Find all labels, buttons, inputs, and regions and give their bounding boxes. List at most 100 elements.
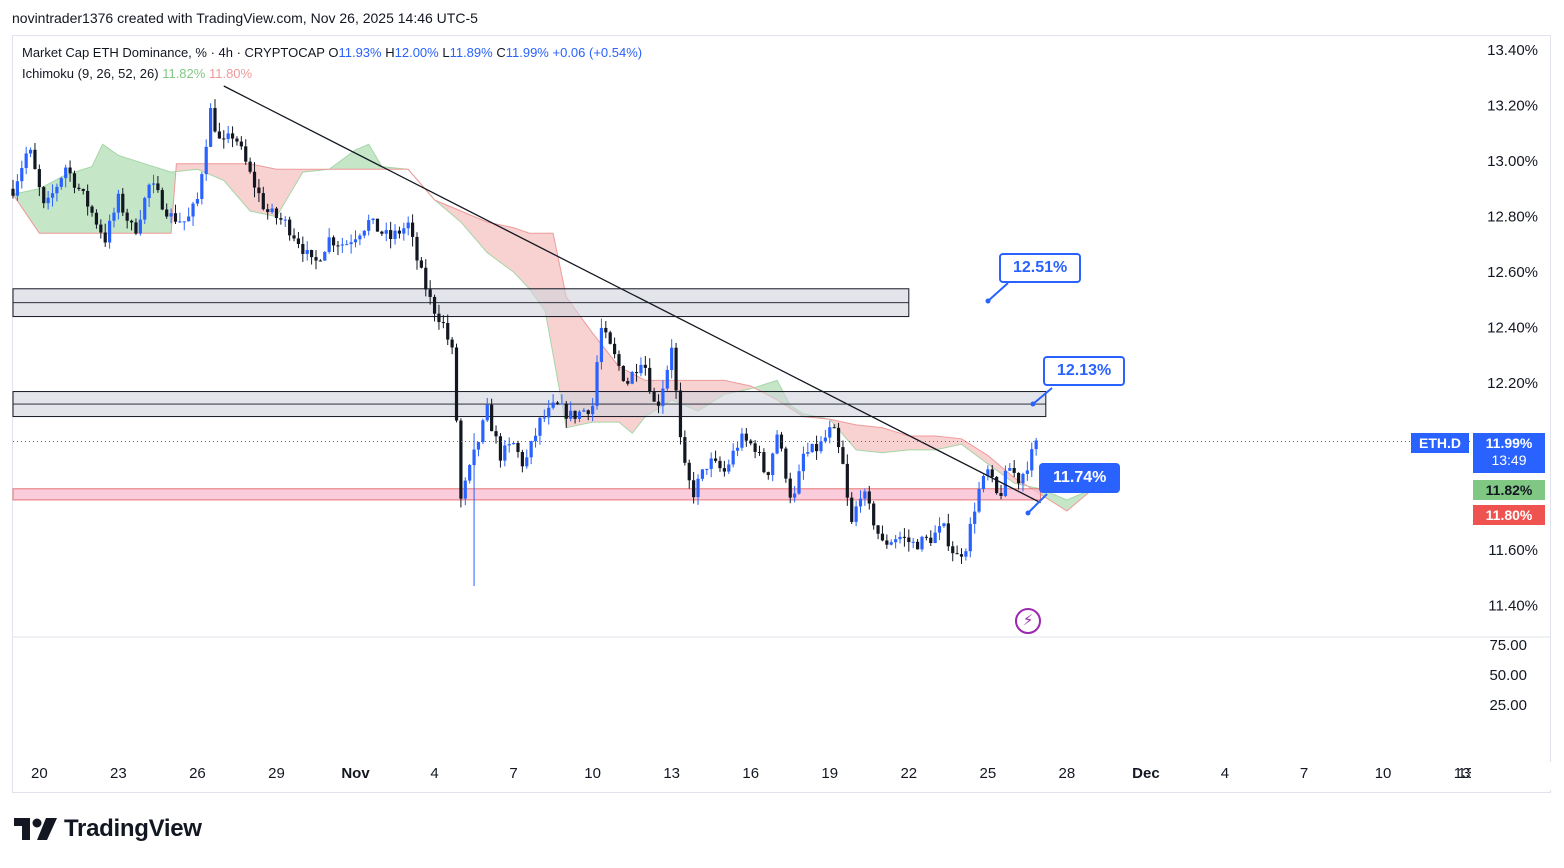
candle-up [968,523,972,552]
candle-up [942,523,946,527]
candle-down [929,537,933,544]
candle-down [292,235,296,239]
support-zone [12,488,1042,501]
candle-up [964,551,968,557]
candle-up [393,230,397,239]
candle-up [468,465,472,481]
candle-down [718,460,722,469]
callout-target-high[interactable]: 12.51% [999,253,1082,283]
candle-up [582,410,586,412]
high-label: H [385,45,395,60]
x-tick-label: 16 [742,765,759,782]
candle-up [709,458,713,469]
candle-down [713,458,718,461]
cloud-bearish-segment [832,419,1028,486]
open-value: 11.93% [338,45,382,60]
candle-up [323,251,327,261]
bar-countdown: 13:49 [1491,452,1527,468]
candle-down [678,390,683,438]
x-tick-label: 7 [509,765,517,782]
candle-down [648,367,652,392]
candle-up [933,532,937,544]
candle-up [476,442,481,450]
candle-up [973,511,977,524]
candle-down [885,540,889,545]
candle-down [494,431,498,437]
candle-down [68,167,72,174]
candle-down [121,193,125,213]
symbol-legend[interactable]: Market Cap ETH Dominance, % · 4h · CRYPT… [22,45,642,60]
candle-up [542,417,546,419]
candle-down [845,463,849,498]
lightning-icon[interactable]: ⚡ [1015,608,1041,634]
candle-up [898,536,902,540]
candle-up [367,220,371,231]
candle-down [841,447,845,464]
pointer-target-low [1027,493,1048,514]
candle-up [806,452,810,454]
candle-down [516,442,520,453]
candle-up [740,433,744,448]
candle-down [274,208,279,219]
candle-up [195,198,200,204]
candle-up [560,403,564,405]
candle-down [94,212,99,225]
candle-up [1025,470,1029,474]
candle-down [424,267,428,290]
candle-up [116,193,120,213]
candle-down [674,347,678,391]
x-tick-label: 4 [1221,765,1229,782]
candle-up [977,488,981,512]
callout-target-mid[interactable]: 12.13% [1043,356,1126,386]
candle-down [617,354,621,366]
candle-up [463,480,467,499]
y-tick-label: 11.40% [1488,597,1538,614]
candle-down [915,541,920,550]
axes: 13.40% 13.20% 13.00% 12.80% 12.60% 12.40% 12.2… [13,42,1551,790]
candle-down [814,443,819,452]
candle-up [270,208,274,213]
cloud-bearish-segment [176,163,330,217]
candle-down [753,443,757,452]
candle-down [331,237,336,246]
candle-up [406,222,410,229]
candle-down [520,452,524,467]
candle-down [77,187,81,190]
candle-up [59,178,63,187]
candle-down [441,322,445,324]
x-tick-label: 28 [1059,765,1076,782]
candle-down [248,161,252,172]
x-tick-label: 10 [1375,765,1392,782]
candle-down [924,536,928,538]
callout-target-low[interactable]: 11.74% [1039,463,1121,493]
candle-down [687,462,691,481]
candle-up [937,526,942,533]
candle-down [955,553,959,555]
cloud-bullish-segment [13,144,177,234]
candle-down [125,212,129,221]
candle-down [288,219,292,236]
candle-up [591,405,595,415]
candle-down [612,343,617,355]
candle-up [182,221,186,223]
candle-down [850,497,854,522]
indicator-legend[interactable]: Ichimoku (9, 26, 52, 26) 11.82% 11.80% [22,66,252,81]
tradingview-logo: TradingView [14,815,202,843]
candle-up [204,146,208,175]
candle-up [551,402,555,408]
candle-down [683,437,687,463]
candle-down [222,138,226,140]
candle-up [538,417,542,436]
candle-down [380,231,384,234]
symbol-price-tag: ETH.D [1411,433,1469,453]
candle-down [692,480,696,498]
candle-up [670,347,674,371]
candle-up [889,542,893,545]
candle-down [656,401,661,406]
close-value: 11.99% [505,45,549,60]
candle-up [630,372,634,384]
candle-up [151,183,156,185]
candle-down [72,173,77,188]
candle-down [86,190,90,207]
